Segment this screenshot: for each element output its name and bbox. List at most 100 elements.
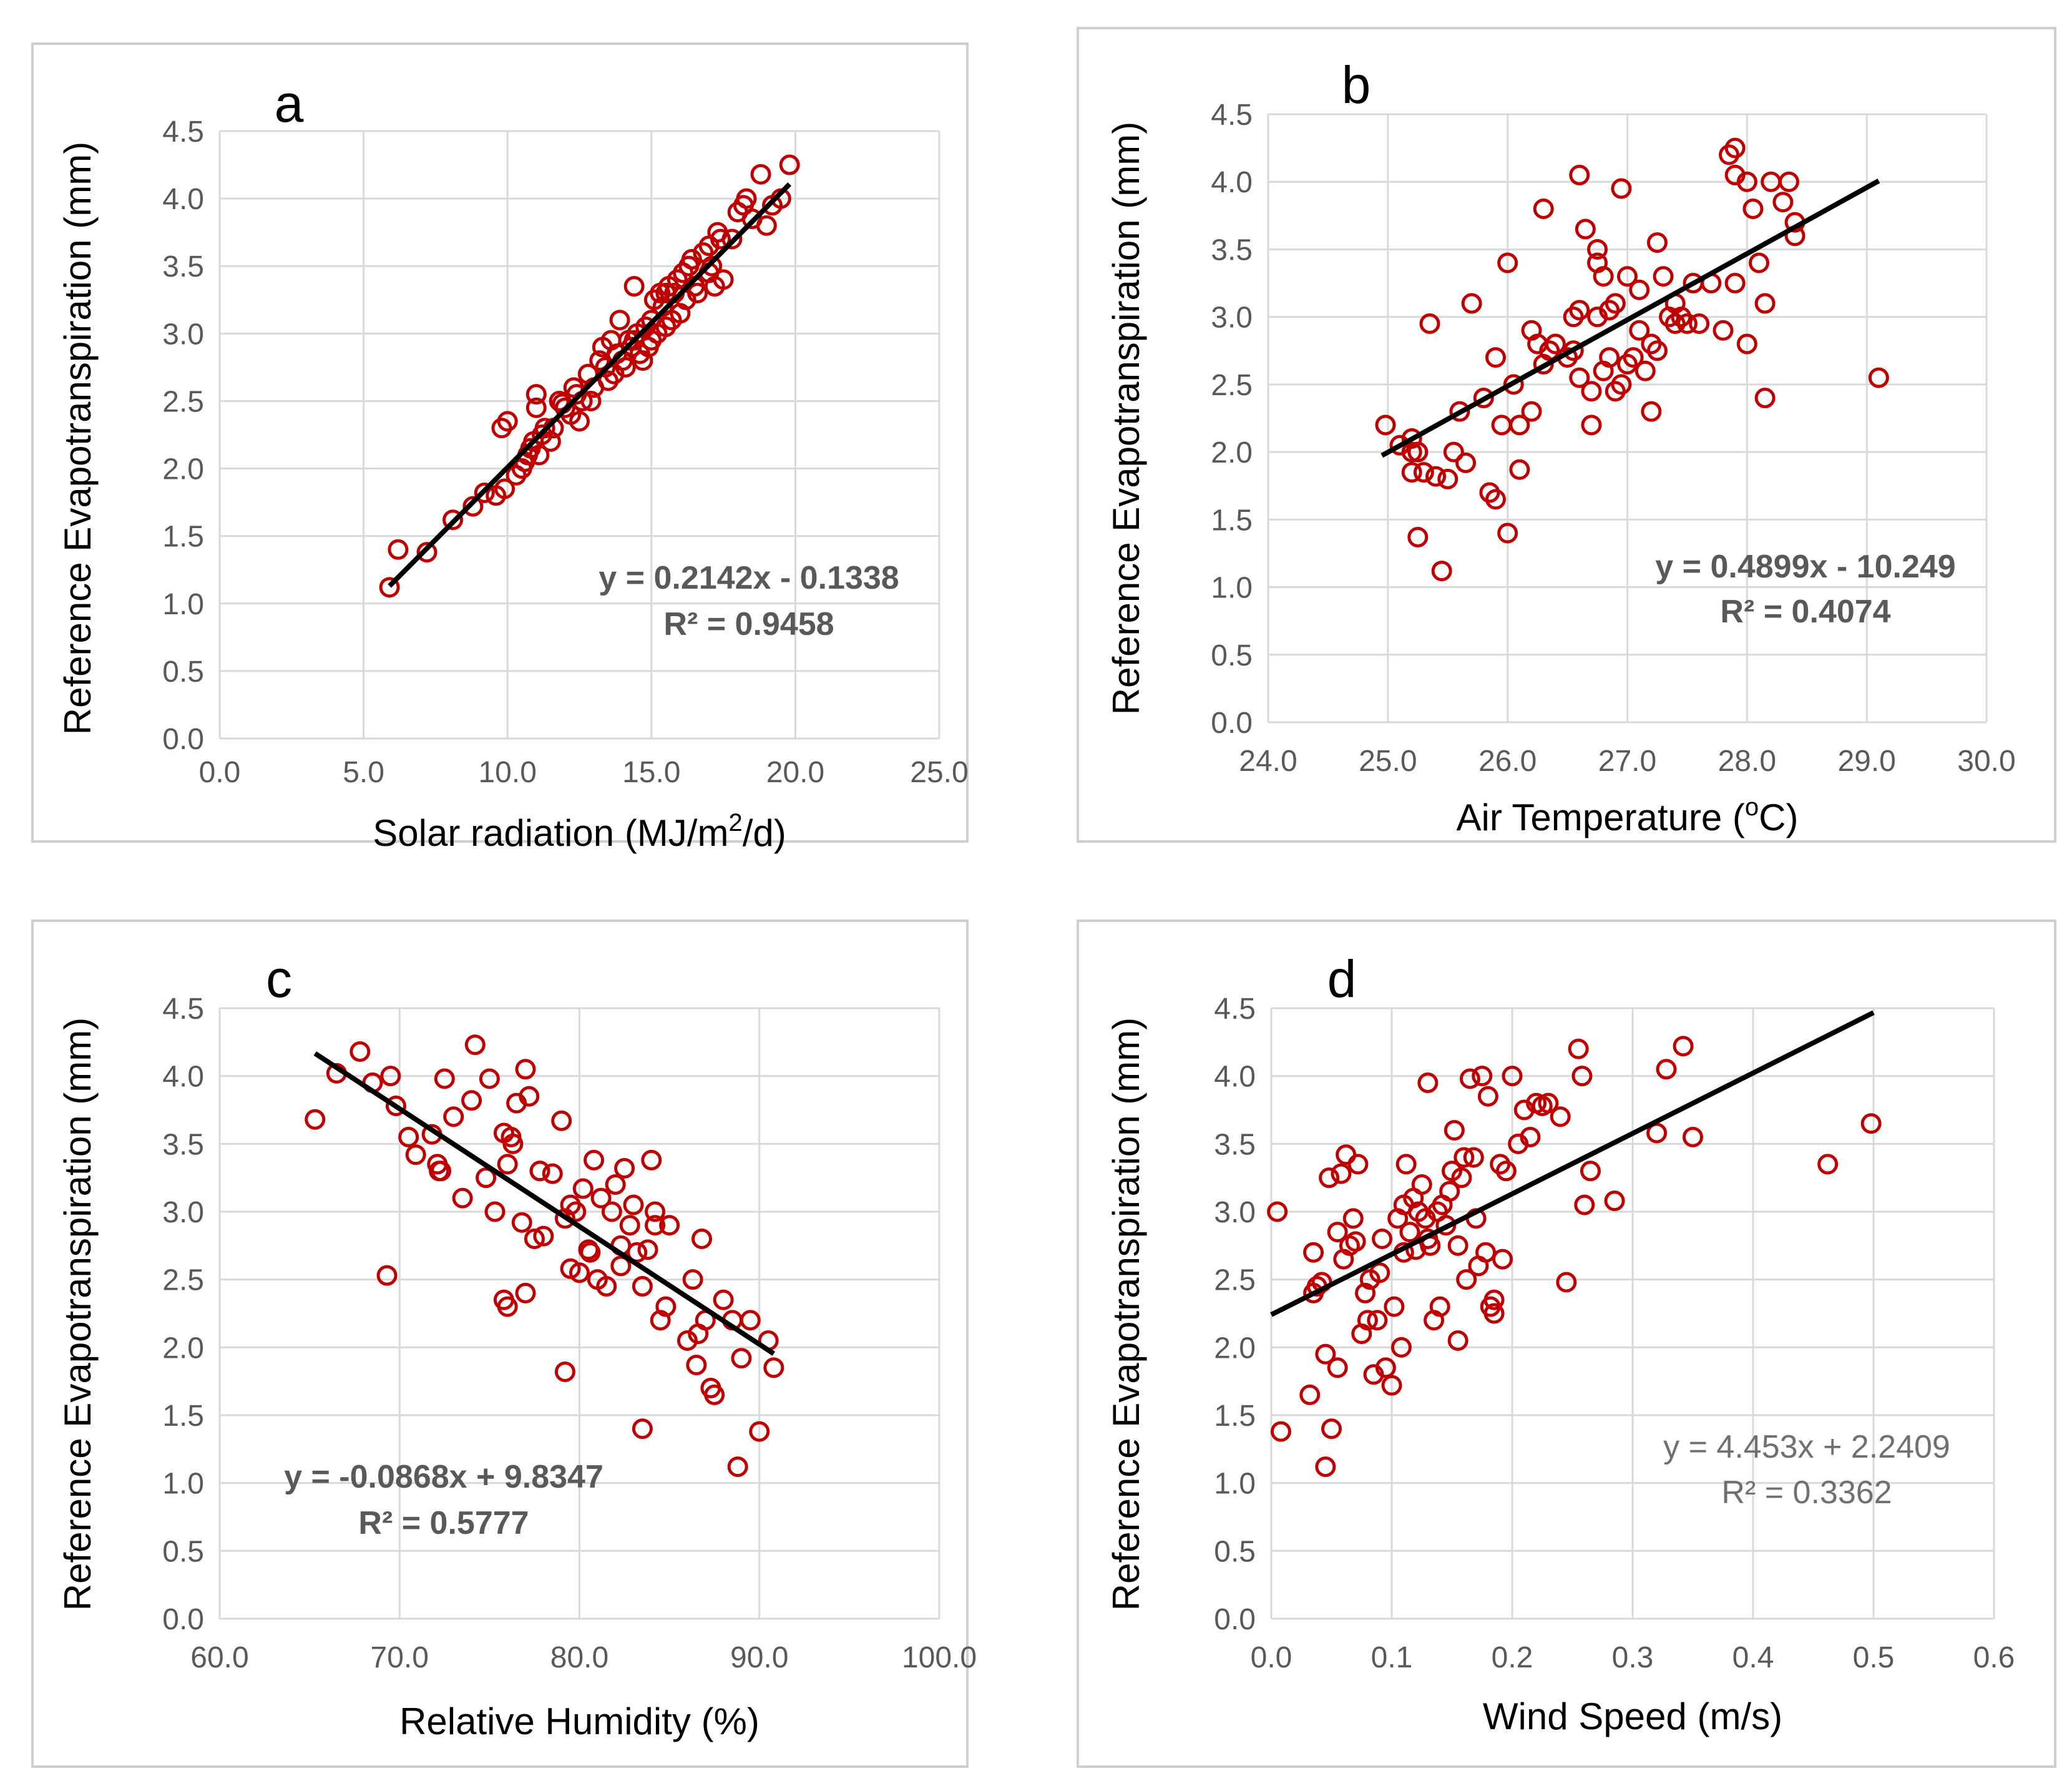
r-squared: R² = 0.5777 bbox=[358, 1505, 529, 1541]
data-point bbox=[525, 384, 547, 405]
trend-line bbox=[1270, 1010, 1875, 1317]
data-point bbox=[1431, 561, 1452, 582]
panel-letter: d bbox=[1327, 949, 1357, 1008]
x-tick-label: 60.0 bbox=[190, 1641, 248, 1674]
data-point bbox=[524, 1228, 545, 1249]
data-point bbox=[1401, 441, 1422, 463]
data-point bbox=[560, 1258, 581, 1279]
data-point bbox=[601, 1201, 622, 1222]
data-point bbox=[605, 1174, 626, 1195]
trend-line bbox=[1381, 179, 1880, 458]
data-point bbox=[1449, 401, 1470, 422]
x-tick-label: 30.0 bbox=[1957, 745, 2015, 778]
data-point bbox=[443, 1106, 464, 1127]
data-point bbox=[1581, 381, 1602, 402]
y-tick-label: 0.5 bbox=[1214, 1535, 1256, 1568]
x-tick-label: 70.0 bbox=[371, 1641, 429, 1674]
x-axis-label-tail: /d) bbox=[743, 812, 786, 854]
data-point bbox=[623, 330, 645, 351]
data-point bbox=[623, 276, 645, 297]
data-point bbox=[686, 1355, 707, 1376]
data-point bbox=[727, 1456, 748, 1478]
data-point bbox=[615, 356, 636, 378]
data-point bbox=[1419, 313, 1440, 334]
data-point bbox=[416, 542, 437, 563]
data-point bbox=[1629, 279, 1650, 300]
data-point bbox=[1569, 367, 1590, 388]
data-point bbox=[1381, 1375, 1402, 1396]
data-point bbox=[1407, 526, 1429, 547]
data-point bbox=[1327, 1357, 1348, 1378]
data-point bbox=[1736, 171, 1757, 192]
data-point bbox=[1623, 347, 1644, 368]
x-tick-label: 80.0 bbox=[550, 1641, 608, 1674]
x-tick-label: 0.3 bbox=[1612, 1641, 1654, 1674]
data-point bbox=[305, 1109, 326, 1130]
data-point bbox=[1689, 313, 1710, 334]
data-point bbox=[1617, 266, 1638, 287]
data-point bbox=[580, 1242, 601, 1263]
y-tick-label: 4.5 bbox=[1214, 993, 1256, 1026]
data-point bbox=[580, 390, 602, 411]
x-tick-label: 5.0 bbox=[343, 756, 384, 789]
x-tick-label: 29.0 bbox=[1837, 745, 1895, 778]
data-point bbox=[1331, 1163, 1352, 1184]
data-point bbox=[1587, 252, 1608, 273]
data-point bbox=[1520, 1126, 1541, 1147]
data-point bbox=[1390, 1337, 1412, 1358]
data-point bbox=[1569, 300, 1590, 321]
data-point bbox=[349, 1041, 371, 1062]
data-point bbox=[1375, 415, 1396, 436]
data-point bbox=[525, 397, 547, 418]
data-point bbox=[1369, 1262, 1390, 1283]
data-point bbox=[655, 1296, 677, 1317]
data-point bbox=[677, 1330, 698, 1351]
trend-line bbox=[313, 1051, 776, 1356]
y-tick-label: 0.5 bbox=[162, 1535, 204, 1568]
y-tick-label: 2.5 bbox=[1214, 1264, 1256, 1297]
data-point bbox=[596, 1276, 617, 1297]
panel-frame bbox=[31, 920, 969, 1768]
x-axis-label-main: Wind Speed (m/s) bbox=[1483, 1695, 1782, 1737]
data-point bbox=[1868, 367, 1889, 388]
y-tick-label: 2.5 bbox=[162, 385, 204, 418]
data-point bbox=[1357, 1310, 1378, 1331]
data-point bbox=[632, 1276, 653, 1297]
y-tick-label: 2.5 bbox=[162, 1264, 204, 1297]
data-point bbox=[1447, 1330, 1468, 1351]
data-point bbox=[529, 444, 550, 466]
panel-d: 0.0 0.5 1.0 1.5 2.0 2.5 3.0 3.5 4.0 4.5 0.0 0.1 0.2 0… bbox=[1077, 920, 2056, 1768]
data-point bbox=[1635, 360, 1656, 381]
data-point bbox=[519, 1086, 540, 1107]
data-point bbox=[434, 1068, 455, 1089]
data-point bbox=[1545, 333, 1566, 355]
x-tick-label: 20.0 bbox=[766, 756, 824, 789]
x-axis-label-main: Air Temperature ( bbox=[1457, 797, 1745, 838]
data-point bbox=[1443, 441, 1464, 463]
data-point bbox=[452, 1187, 473, 1209]
data-point bbox=[442, 509, 464, 531]
x-tick-label: 0.4 bbox=[1732, 1641, 1774, 1674]
data-point bbox=[502, 1133, 524, 1154]
y-axis-label: Reference Evapotranspiration (mm) bbox=[1105, 122, 1147, 715]
data-point bbox=[619, 1215, 640, 1236]
data-point bbox=[1454, 1147, 1475, 1168]
data-point bbox=[529, 1160, 550, 1182]
data-point bbox=[1509, 459, 1530, 480]
y-tick-label: 1.5 bbox=[1214, 1400, 1256, 1433]
data-point bbox=[462, 496, 484, 517]
data-point bbox=[1724, 137, 1746, 159]
data-point bbox=[1653, 266, 1674, 287]
x-tick-label: 0.2 bbox=[1492, 1641, 1533, 1674]
data-point bbox=[493, 1289, 514, 1310]
trend-equation: y = 4.453x + 2.2409 bbox=[1663, 1429, 1950, 1465]
data-point bbox=[1456, 1269, 1477, 1290]
x-tick-label: 0.0 bbox=[1251, 1641, 1293, 1674]
panel-a: 0.0 0.5 1.0 1.5 2.0 2.5 3.0 3.5 4.0 4.5 0.0 5.0 10.0… bbox=[31, 42, 969, 854]
y-tick-label: 0.5 bbox=[162, 655, 204, 689]
data-point bbox=[1749, 252, 1770, 273]
data-point bbox=[1483, 1289, 1505, 1310]
y-axis-label: Reference Evapotranspiration (mm) bbox=[1105, 1018, 1147, 1611]
y-tick-label: 4.5 bbox=[162, 993, 204, 1026]
